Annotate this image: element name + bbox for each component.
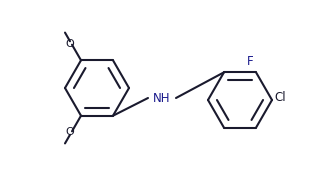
Text: NH: NH xyxy=(153,92,171,105)
Text: F: F xyxy=(247,55,253,68)
Text: O: O xyxy=(66,127,74,137)
Text: O: O xyxy=(66,39,74,49)
Text: Cl: Cl xyxy=(274,91,286,103)
